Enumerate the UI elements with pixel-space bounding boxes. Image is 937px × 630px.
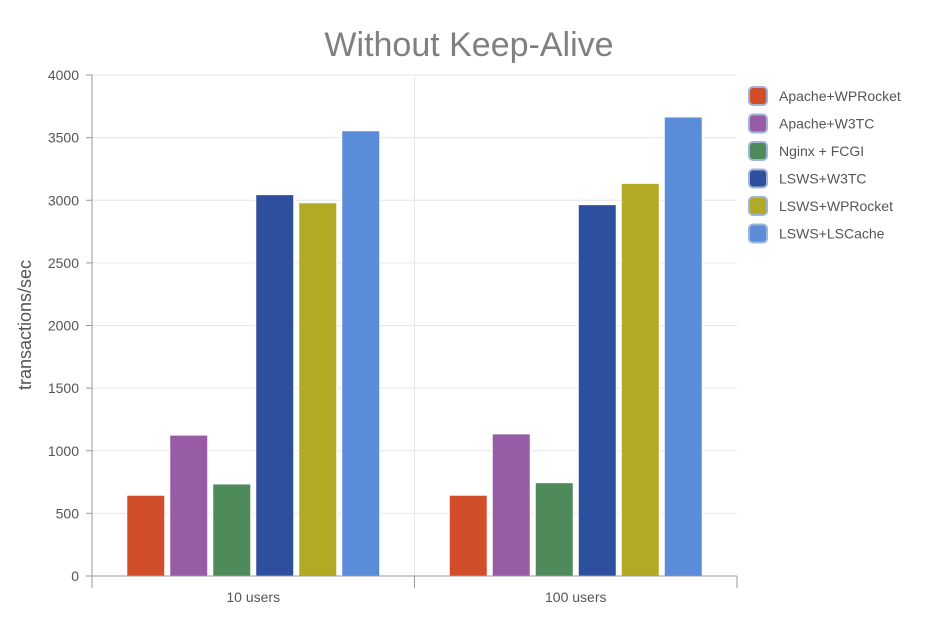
y-tick-label: 2000 xyxy=(48,318,79,334)
bar xyxy=(448,494,488,577)
legend-swatch xyxy=(748,196,768,216)
bar xyxy=(534,482,574,577)
y-tick-label: 1500 xyxy=(48,380,79,396)
axes xyxy=(86,74,738,588)
legend-label: Nginx + FCGI xyxy=(779,143,864,159)
legend-item: Apache+WPRocket xyxy=(748,86,901,106)
bar xyxy=(341,130,381,577)
bar xyxy=(620,182,660,577)
legend-item: LSWS+W3TC xyxy=(748,168,867,189)
tick-labels: 0 500 1000 1500 2000 2500 3000 3500 4000 10 users… xyxy=(48,67,607,605)
legend-swatch xyxy=(748,113,768,134)
legend-item: LSWS+WPRocket xyxy=(748,196,893,216)
bar xyxy=(298,202,338,577)
chart-title: Without Keep-Alive xyxy=(324,26,613,64)
bar xyxy=(212,483,252,577)
legend-item: LSWS+LSCache xyxy=(748,223,885,244)
y-tick-label: 3500 xyxy=(48,130,79,146)
bars xyxy=(126,116,703,577)
x-tick-label: 100 users xyxy=(545,589,606,605)
bar xyxy=(169,434,209,577)
y-tick-label: 1000 xyxy=(48,443,79,459)
bar xyxy=(255,194,295,577)
legend-item: Nginx + FCGI xyxy=(748,141,864,161)
y-tick-label: 3000 xyxy=(48,192,79,208)
bar xyxy=(577,204,617,577)
legend-label: LSWS+W3TC xyxy=(779,171,867,187)
legend-label: LSWS+WPRocket xyxy=(779,198,893,214)
legend-label: LSWS+LSCache xyxy=(779,226,885,242)
legend-swatch xyxy=(748,86,768,106)
y-tick-label: 0 xyxy=(71,568,79,584)
legend-label: Apache+W3TC xyxy=(779,116,874,132)
legend-label: Apache+WPRocket xyxy=(779,88,901,104)
x-tick-label: 10 users xyxy=(226,589,280,605)
y-tick-label: 4000 xyxy=(48,67,79,83)
legend: Apache+WPRocket Apache+W3TC Nginx + FCGI LS… xyxy=(748,86,901,244)
legend-swatch xyxy=(748,223,768,244)
legend-swatch xyxy=(748,141,768,161)
bar xyxy=(126,494,166,577)
legend-item: Apache+W3TC xyxy=(748,113,874,134)
bar xyxy=(491,433,531,577)
y-tick-label: 2500 xyxy=(48,255,79,271)
y-tick-label: 500 xyxy=(56,505,80,521)
legend-swatch xyxy=(748,168,768,189)
bar xyxy=(663,116,703,577)
y-axis-label: transactions/sec xyxy=(15,260,35,390)
